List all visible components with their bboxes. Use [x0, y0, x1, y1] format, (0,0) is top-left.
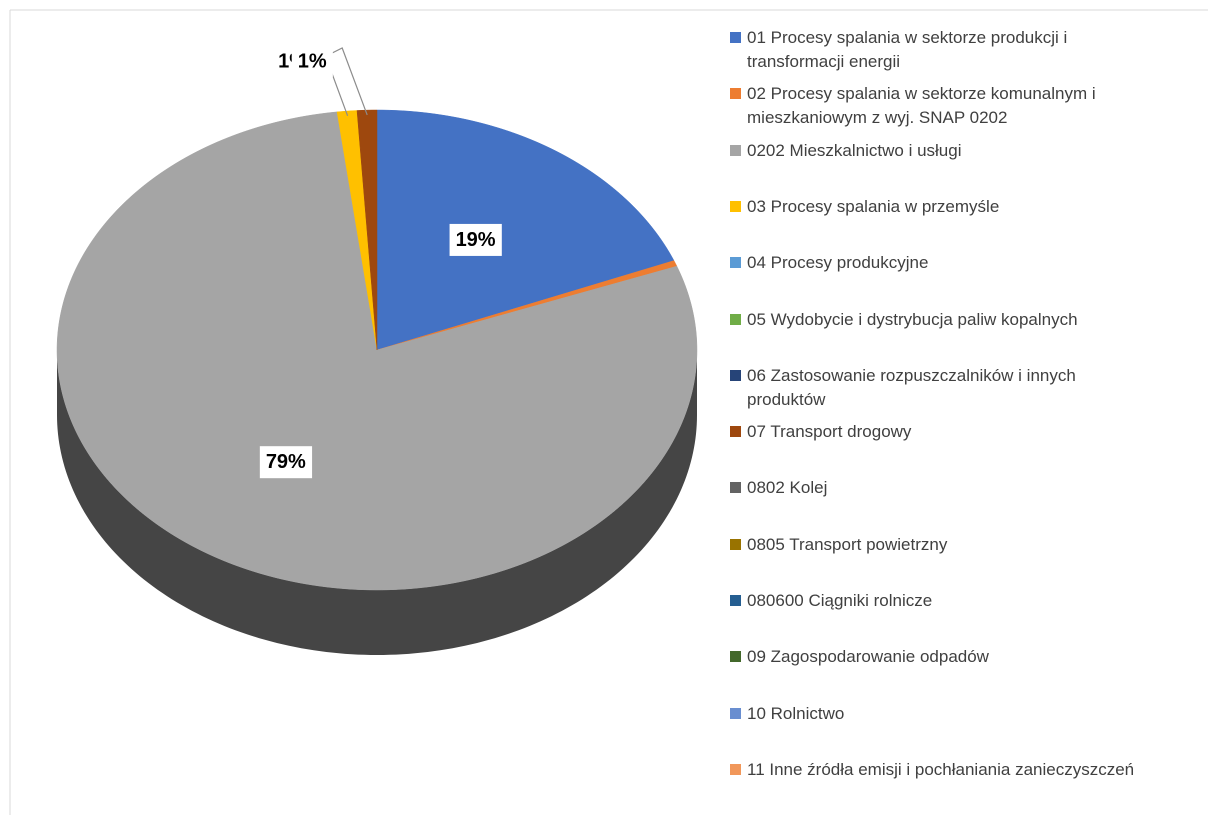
data-label: 19%: [456, 229, 496, 251]
legend-swatch: [730, 32, 741, 43]
data-label-box: [259, 446, 313, 479]
legend-item: 10 Rolnictwo: [730, 702, 1157, 726]
legend-item: 11 Inne źródła emisji i pochłaniania zan…: [730, 758, 1157, 782]
legend-item: 03 Procesy spalania w przemyśle: [730, 195, 1157, 219]
legend-swatch: [730, 595, 741, 606]
legend-item: 05 Wydobycie i dystrybucja paliw kopalny…: [730, 308, 1157, 332]
legend-item: 07 Transport drogowy: [730, 420, 1157, 444]
legend-swatch: [730, 313, 741, 325]
legend-label: 07 Transport drogowy: [747, 422, 912, 442]
legend-swatch: [730, 482, 741, 494]
legend-label: 05 Wydobycie i dystrybucja paliw kopalny…: [747, 309, 1078, 329]
legend-swatch: [730, 200, 741, 212]
legend-swatch: [730, 538, 741, 550]
legend-label: 06 Zastosowanie rozpuszczalników i innyc…: [747, 365, 1076, 409]
legend-item: 0202 Mieszkalnictwo i usługi: [730, 139, 1157, 163]
legend-item: 06 Zastosowanie rozpuszczalników i innyc…: [730, 364, 1157, 412]
legend-label: 0805 Transport powietrzny: [747, 534, 948, 554]
data-label-box: [291, 45, 333, 78]
data-label: 79%: [266, 451, 306, 473]
data-label-box: [449, 223, 502, 256]
legend-label: 11 Inne źródła emisji i pochłaniania zan…: [747, 759, 1135, 779]
legend-item: 0802 Kolej: [730, 476, 1157, 500]
legend-label: 04 Procesy produkcyjne: [747, 253, 929, 273]
legend-swatch: [730, 426, 741, 438]
legend-swatch: [730, 707, 741, 719]
slice-side: [57, 350, 697, 655]
slice: [376, 109, 675, 351]
legend-label: 01 Procesy spalania w sektorze produkcji…: [747, 28, 1068, 71]
slice: [356, 109, 378, 351]
legend-label: 080600 Ciągniki rolnicze: [747, 591, 933, 610]
legend-item: 04 Procesy produkcyjne: [730, 251, 1157, 275]
legend-swatch: [730, 763, 741, 775]
slice: [56, 111, 698, 591]
legend-label: 02 Procesy spalania w sektorze komunalny…: [747, 84, 1096, 128]
legend-item: 0805 Transport powietrzny: [730, 533, 1157, 557]
legend-item: 01 Procesy spalania w sektorze produkcji…: [730, 26, 1157, 74]
legend-item: 09 Zagospodarowanie odpadów: [730, 645, 1157, 669]
legend-swatch: [730, 651, 741, 663]
data-label: 1%: [298, 50, 327, 72]
legend-swatch: [730, 369, 741, 381]
legend-label: 09 Zagospodarowanie odpadów: [747, 647, 989, 667]
legend-label: 10 Rolnictwo: [747, 703, 845, 723]
legend-swatch: [730, 88, 741, 100]
legend-label: 0802 Kolej: [747, 478, 828, 498]
legend-swatch: [730, 144, 741, 156]
legend-swatch: [730, 257, 741, 269]
legend-label: 03 Procesy spalania w przemyśle: [747, 196, 1000, 216]
leader-line: [329, 47, 368, 116]
legend-label: 0202 Mieszkalnictwo i usługi: [747, 140, 962, 160]
legend-item: 080600 Ciągniki rolnicze: [730, 589, 1157, 613]
legend-item: 02 Procesy spalania w sektorze komunalny…: [730, 82, 1157, 130]
